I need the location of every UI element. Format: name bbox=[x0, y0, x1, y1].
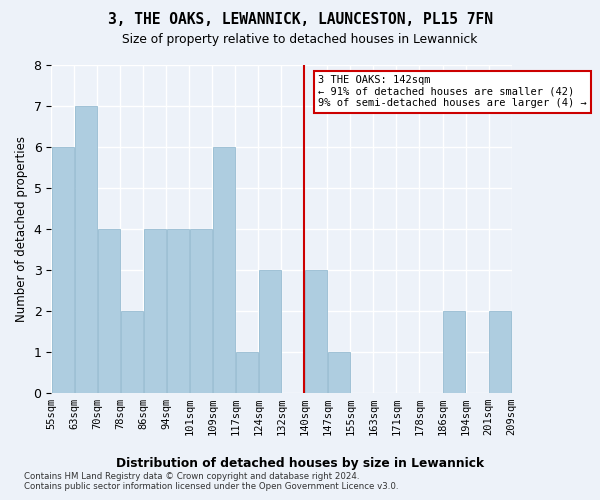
Bar bbox=[236, 352, 258, 393]
Text: Distribution of detached houses by size in Lewannick: Distribution of detached houses by size … bbox=[116, 458, 484, 470]
Text: Contains HM Land Registry data © Crown copyright and database right 2024.: Contains HM Land Registry data © Crown c… bbox=[24, 472, 359, 481]
Bar bbox=[167, 229, 189, 392]
Bar bbox=[52, 147, 74, 392]
Text: Contains public sector information licensed under the Open Government Licence v3: Contains public sector information licen… bbox=[24, 482, 398, 491]
Text: 3, THE OAKS, LEWANNICK, LAUNCESTON, PL15 7FN: 3, THE OAKS, LEWANNICK, LAUNCESTON, PL15… bbox=[107, 12, 493, 28]
Bar bbox=[190, 229, 212, 392]
Bar bbox=[443, 310, 465, 392]
Text: 3 THE OAKS: 142sqm
← 91% of detached houses are smaller (42)
9% of semi-detached: 3 THE OAKS: 142sqm ← 91% of detached hou… bbox=[318, 75, 587, 108]
Bar bbox=[328, 352, 350, 393]
Bar bbox=[75, 106, 97, 393]
Y-axis label: Number of detached properties: Number of detached properties bbox=[15, 136, 28, 322]
Bar bbox=[98, 229, 120, 392]
Bar bbox=[121, 310, 143, 392]
Bar bbox=[213, 147, 235, 392]
Bar bbox=[144, 229, 166, 392]
Text: Size of property relative to detached houses in Lewannick: Size of property relative to detached ho… bbox=[122, 32, 478, 46]
Bar bbox=[305, 270, 327, 392]
Bar bbox=[489, 310, 511, 392]
Bar bbox=[259, 270, 281, 392]
